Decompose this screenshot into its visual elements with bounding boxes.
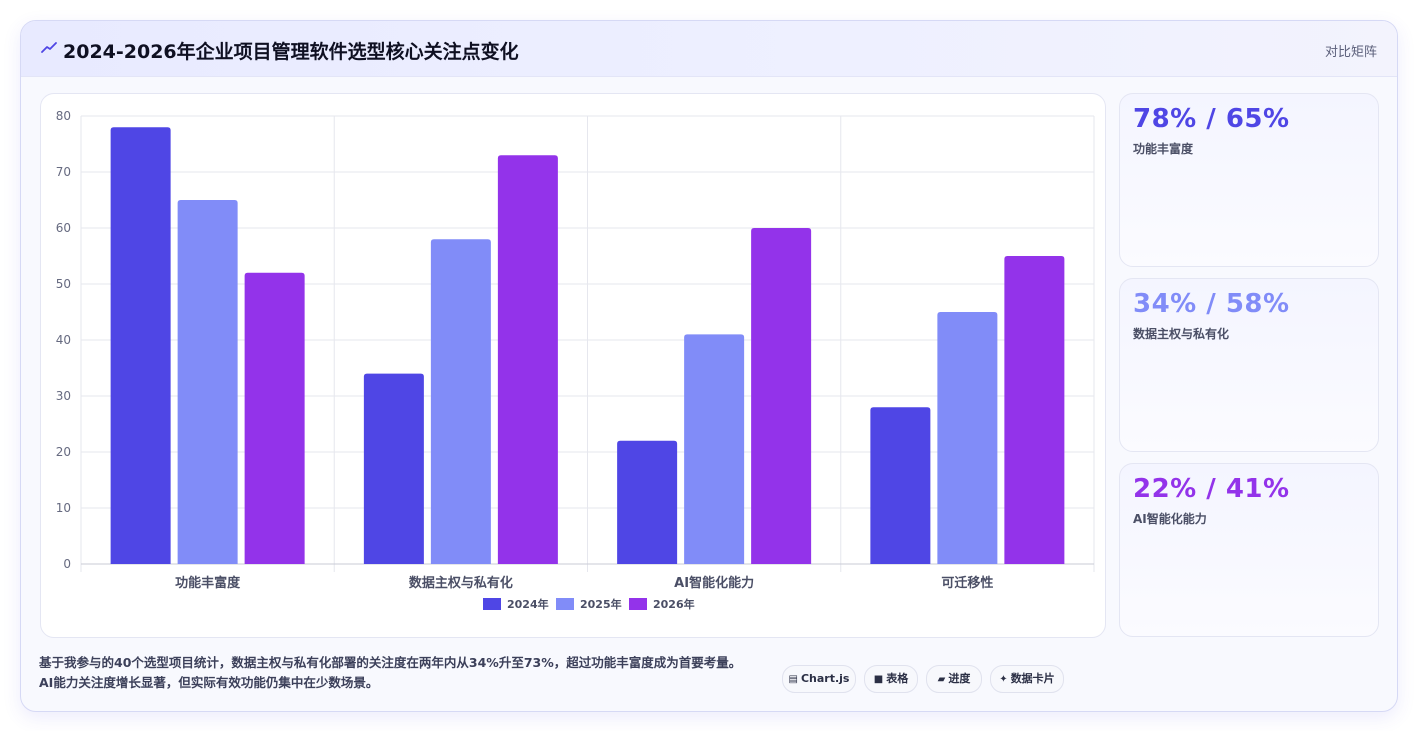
- bar: [244, 272, 305, 564]
- chip-table[interactable]: ■ 表格: [864, 665, 918, 693]
- x-tick-label: 数据主权与私有化: [409, 575, 513, 591]
- sparkle-icon: ✦: [999, 674, 1008, 685]
- y-tick-label: 70: [56, 165, 71, 179]
- y-tick-label: 80: [56, 109, 71, 123]
- bar: [430, 239, 491, 564]
- bar: [684, 334, 745, 564]
- stat-value: 34% / 58%: [1133, 289, 1290, 319]
- card-header: 2024-2026年企业项目管理软件选型核心关注点变化 对比矩阵: [21, 21, 1397, 77]
- stat-label: AI智能化能力: [1133, 512, 1207, 526]
- legend-label: 2024年: [507, 597, 549, 611]
- legend-swatch: [556, 598, 574, 610]
- bar: [177, 200, 238, 564]
- chip-data-card[interactable]: ✦ 数据卡片: [990, 665, 1064, 693]
- bar-chart-panel: 0 10 20 30 40 50 60 70 80 功能丰富度 数据主权与私有化 AI智能化能力 可迁移…: [40, 93, 1106, 638]
- stat-value: 78% / 65%: [1133, 104, 1290, 134]
- y-tick-label: 40: [56, 333, 71, 347]
- footer-line: AI能力关注度增长显著，但实际有效功能仍集中在少数场景。: [39, 675, 379, 690]
- footer-note: 基于我参与的40个选型项目统计，数据主权与私有化部署的关注度在两年内从34%升至…: [39, 653, 779, 693]
- stat-card-feature-richness: 78% / 65% 功能丰富度: [1119, 93, 1379, 267]
- legend-swatch: [629, 598, 647, 610]
- trend-line-icon: [41, 42, 57, 53]
- bar: [363, 373, 424, 564]
- bar: [1004, 256, 1065, 564]
- bar: [110, 127, 171, 564]
- y-tick-label: 30: [56, 389, 71, 403]
- y-tick-label: 50: [56, 277, 71, 291]
- legend-label: 2025年: [580, 597, 622, 611]
- chip-label: 表格: [886, 672, 909, 685]
- y-tick-label: 0: [63, 557, 71, 571]
- stat-card-ai-capability: 22% / 41% AI智能化能力: [1119, 463, 1379, 637]
- page-title: 2024-2026年企业项目管理软件选型核心关注点变化: [63, 41, 519, 63]
- chip-chartjs[interactable]: ▤ Chart.js: [782, 665, 856, 693]
- comparison-matrix-link[interactable]: 对比矩阵: [1324, 45, 1377, 60]
- chip-progress[interactable]: ▰ 进度: [926, 665, 982, 693]
- x-tick-label: AI智能化能力: [674, 575, 754, 591]
- stat-label: 功能丰富度: [1133, 142, 1194, 156]
- chart-icon: ▤: [788, 674, 798, 685]
- stat-label: 数据主权与私有化: [1133, 327, 1230, 341]
- bar-chart: 0 10 20 30 40 50 60 70 80 功能丰富度 数据主权与私有化 AI智能化能力 可迁移…: [56, 109, 1095, 611]
- bar: [937, 312, 998, 564]
- chart-card: 2024-2026年企业项目管理软件选型核心关注点变化 对比矩阵 0 10 20 30…: [20, 20, 1398, 712]
- chip-label: 数据卡片: [1010, 672, 1055, 685]
- stat-value: 22% / 41%: [1133, 474, 1290, 504]
- x-tick-label: 功能丰富度: [175, 575, 241, 591]
- bar: [870, 407, 931, 564]
- y-tick-label: 10: [56, 501, 71, 515]
- legend-swatch: [483, 598, 501, 610]
- y-tick-label: 20: [56, 445, 71, 459]
- bar: [751, 228, 812, 564]
- footer-line: 基于我参与的40个选型项目统计，数据主权与私有化部署的关注度在两年内从34%升至…: [39, 655, 742, 670]
- table-icon: ■: [873, 674, 884, 685]
- legend-label: 2026年: [653, 597, 695, 611]
- bar: [497, 155, 558, 564]
- x-tick-label: 可迁移性: [941, 575, 993, 591]
- stat-card-data-sovereignty: 34% / 58% 数据主权与私有化: [1119, 278, 1379, 452]
- chip-label: Chart.js: [800, 672, 850, 685]
- progress-icon: ▰: [937, 674, 946, 685]
- bar: [617, 440, 678, 564]
- y-tick-label: 60: [56, 221, 71, 235]
- chip-label: 进度: [948, 672, 971, 685]
